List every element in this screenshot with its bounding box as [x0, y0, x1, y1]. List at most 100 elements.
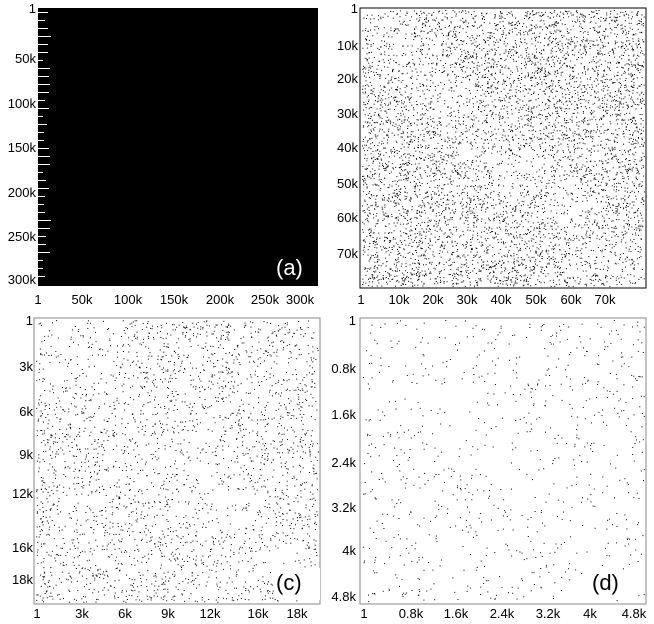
panel-b-dot	[617, 214, 619, 216]
panel-b-dot	[588, 14, 590, 15]
panel-b-dot	[587, 210, 589, 212]
panel-b-dot	[366, 236, 368, 238]
panel-b-dot	[547, 217, 549, 219]
panel-b-dot	[476, 45, 478, 47]
panel-b-dot	[400, 235, 402, 237]
panel-b-dot	[595, 275, 597, 277]
panel-b-dot	[560, 11, 561, 13]
panel-b-dot	[507, 163, 509, 165]
panel-b-dot	[517, 261, 519, 263]
panel-b-dot	[391, 87, 393, 89]
panel-b-dot	[640, 133, 642, 135]
panel-b-dot	[460, 235, 462, 237]
panel-b-dot	[426, 228, 428, 230]
panel-b-dot	[581, 138, 583, 139]
panel-b-dot	[538, 169, 540, 171]
panel-b-dot	[540, 271, 542, 273]
panel-b-dot	[533, 91, 535, 93]
panel-b-dot	[401, 73, 403, 75]
panel-b-dot	[621, 119, 623, 121]
panel-b-dot	[500, 108, 502, 110]
panel-b-dot	[499, 222, 501, 224]
panel-b-dot	[636, 87, 638, 89]
panel-b-dot	[572, 78, 573, 79]
panel-b-dot	[410, 97, 412, 99]
panel-b-dot	[543, 20, 545, 22]
panel-b-dot	[556, 117, 558, 119]
panel-b-dot	[491, 74, 493, 76]
panel-b-dot	[381, 40, 383, 42]
panel-b-dot	[366, 96, 368, 98]
panel-b-dot	[635, 177, 637, 179]
panel-b-dot	[472, 55, 474, 57]
panel-b-dot	[422, 49, 423, 51]
panel-b-dot	[441, 43, 443, 45]
panel-b-dot	[605, 201, 607, 203]
panel-b-dot	[421, 38, 423, 40]
panel-b-dot	[590, 279, 592, 281]
panel-b-dot	[537, 98, 539, 100]
panel-b-dot	[367, 150, 369, 151]
panel-b-dot	[527, 212, 529, 214]
panel-b-dot	[635, 243, 637, 245]
panel-b-dot	[464, 52, 466, 54]
panel-b-dot	[564, 24, 566, 25]
panel-b-dot	[414, 122, 415, 124]
panel-b-dot	[555, 126, 557, 128]
panel-b-dot	[519, 30, 521, 32]
panel-b-dot	[533, 136, 535, 138]
panel-b-dot	[566, 104, 568, 106]
panel-b-dot	[557, 141, 559, 143]
panel-b-dot	[368, 117, 370, 119]
panel-b-dot	[433, 108, 435, 110]
panel-b-dot	[389, 275, 390, 277]
panel-b-dot	[524, 146, 525, 148]
panel-b-dot	[415, 193, 417, 195]
panel-b-dot	[505, 34, 507, 36]
panel-b-dot	[396, 32, 398, 34]
panel-b-dot	[519, 209, 521, 211]
panel-b-dot	[531, 94, 532, 95]
panel-b-dot	[511, 175, 512, 176]
panel-b-dot	[457, 255, 459, 257]
panel-b-dot	[425, 37, 427, 39]
panel-b-dot	[378, 153, 379, 155]
panel-b-dot	[501, 147, 502, 149]
panel-b-dot	[422, 274, 424, 276]
panel-b-dot	[392, 197, 393, 199]
panel-b-dot	[500, 241, 502, 243]
panel-b-dot	[611, 20, 613, 22]
panel-b-dot	[449, 229, 451, 231]
panel-b-dot	[438, 21, 440, 23]
panel-b-dot	[567, 194, 569, 196]
panel-b-dot	[417, 75, 419, 76]
panel-b-dot	[381, 140, 383, 142]
panel-b-dot	[630, 118, 631, 120]
panel-b-dot	[432, 251, 434, 253]
panel-b-dot	[597, 91, 599, 93]
panel-b-dot	[508, 33, 510, 34]
panel-b-dot	[616, 94, 618, 96]
panel-b-dot	[368, 101, 369, 103]
panel-b-dot	[559, 138, 561, 140]
panel-b-dot	[604, 94, 606, 96]
panel-b-dot	[454, 26, 456, 28]
panel-b-dot	[431, 199, 432, 200]
panel-b-dot	[371, 285, 373, 287]
panel-b-dot	[408, 160, 410, 162]
panel-b-dot	[464, 256, 466, 258]
panel-b-dot	[489, 35, 491, 37]
panel-b-dot	[496, 212, 498, 214]
panel-b-dot	[416, 119, 418, 121]
panel-b-dot	[429, 228, 430, 230]
panel-b-dot	[603, 232, 605, 234]
panel-b-dot	[489, 272, 491, 274]
panel-b-dot	[378, 113, 380, 115]
panel-b-dot	[407, 172, 409, 174]
panel-b-dot	[567, 46, 569, 47]
panel-b-dot	[454, 276, 456, 278]
panel-b-dot	[462, 255, 464, 257]
panel-b-dot	[537, 211, 539, 213]
panel-b-dot	[551, 248, 553, 250]
panel-b-dot	[519, 243, 520, 245]
